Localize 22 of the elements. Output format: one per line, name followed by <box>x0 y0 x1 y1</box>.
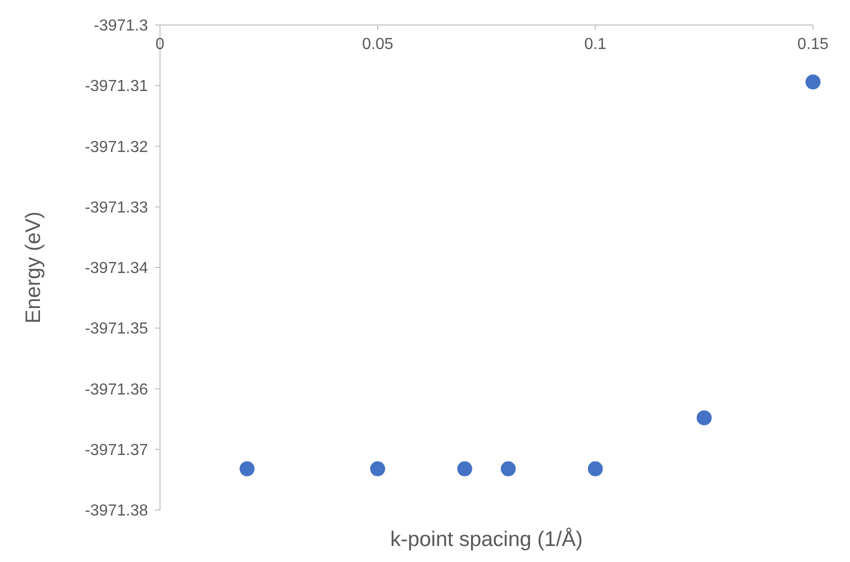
x-tick-label: 0.15 <box>797 36 829 53</box>
x-axis-title: k-point spacing (1/Å) <box>390 527 583 551</box>
y-tick-label: -3971.36 <box>84 381 148 398</box>
point <box>806 74 820 90</box>
y-tick-label: -3971.32 <box>84 138 148 156</box>
point <box>500 461 516 476</box>
point <box>240 461 255 476</box>
x-tick-label: 0.1 <box>584 36 607 53</box>
point <box>696 410 712 426</box>
y-axis-title: Energy (eV) <box>22 211 45 324</box>
y-tick-label: -3971.3 <box>94 18 148 35</box>
point <box>370 461 386 476</box>
point <box>588 461 603 476</box>
y-tick-label: -3971.33 <box>84 199 148 216</box>
x-tick-label: 0.05 <box>362 36 394 53</box>
x-tick-label: 0 <box>156 36 165 53</box>
y-tick-label: -3971.38 <box>84 502 148 520</box>
y-tick-label: -3971.35 <box>84 320 148 338</box>
point <box>457 461 472 476</box>
y-tick-label: -3971.34 <box>84 260 148 278</box>
y-tick-label: -3971.37 <box>84 442 148 459</box>
y-tick-label: -3971.31 <box>84 78 148 96</box>
